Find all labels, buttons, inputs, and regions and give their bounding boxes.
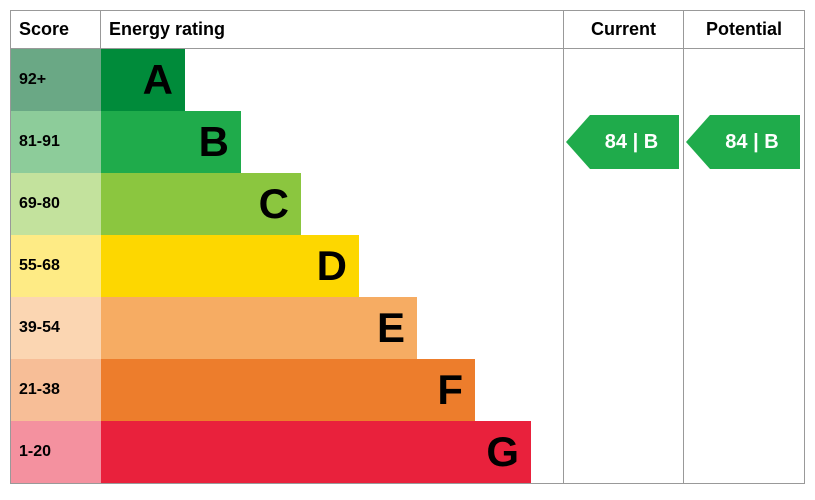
- bar-cell: A: [101, 49, 563, 111]
- arrow-tip-icon: [566, 115, 590, 169]
- bar-cell: C: [101, 173, 563, 235]
- score-range: 39-54: [11, 297, 101, 359]
- score-range: 92+: [11, 49, 101, 111]
- arrow-label: 84 | B: [710, 115, 800, 169]
- bar-cell: D: [101, 235, 563, 297]
- arrow-tip-icon: [686, 115, 710, 169]
- rating-bar-d: D: [101, 235, 359, 297]
- score-range: 69-80: [11, 173, 101, 235]
- potential-column: 84 | B: [684, 49, 804, 483]
- rating-bar-e: E: [101, 297, 417, 359]
- rating-bar-f: F: [101, 359, 475, 421]
- band-row-g: 1-20G: [11, 421, 563, 483]
- band-row-c: 69-80C: [11, 173, 563, 235]
- rating-bar-b: B: [101, 111, 241, 173]
- header-score: Score: [11, 11, 101, 48]
- energy-rating-chart: Score Energy rating Current Potential 92…: [10, 10, 805, 484]
- bar-cell: G: [101, 421, 563, 483]
- score-range: 81-91: [11, 111, 101, 173]
- rating-bands: 92+A81-91B69-80C55-68D39-54E21-38F1-20G: [11, 49, 564, 483]
- band-row-b: 81-91B: [11, 111, 563, 173]
- band-row-e: 39-54E: [11, 297, 563, 359]
- score-range: 55-68: [11, 235, 101, 297]
- chart-body: 92+A81-91B69-80C55-68D39-54E21-38F1-20G …: [11, 49, 804, 483]
- header-current: Current: [564, 11, 684, 48]
- arrow-label: 84 | B: [590, 115, 679, 169]
- bar-cell: F: [101, 359, 563, 421]
- rating-bar-c: C: [101, 173, 301, 235]
- band-row-f: 21-38F: [11, 359, 563, 421]
- rating-arrow-current: 84 | B: [566, 115, 679, 169]
- rating-bar-a: A: [101, 49, 185, 111]
- rating-arrow-potential: 84 | B: [686, 115, 800, 169]
- score-range: 1-20: [11, 421, 101, 483]
- header-rating: Energy rating: [101, 11, 564, 48]
- header-potential: Potential: [684, 11, 804, 48]
- bar-cell: B: [101, 111, 563, 173]
- header-row: Score Energy rating Current Potential: [11, 11, 804, 49]
- rating-bar-g: G: [101, 421, 531, 483]
- band-row-d: 55-68D: [11, 235, 563, 297]
- bar-cell: E: [101, 297, 563, 359]
- score-range: 21-38: [11, 359, 101, 421]
- band-row-a: 92+A: [11, 49, 563, 111]
- current-column: 84 | B: [564, 49, 684, 483]
